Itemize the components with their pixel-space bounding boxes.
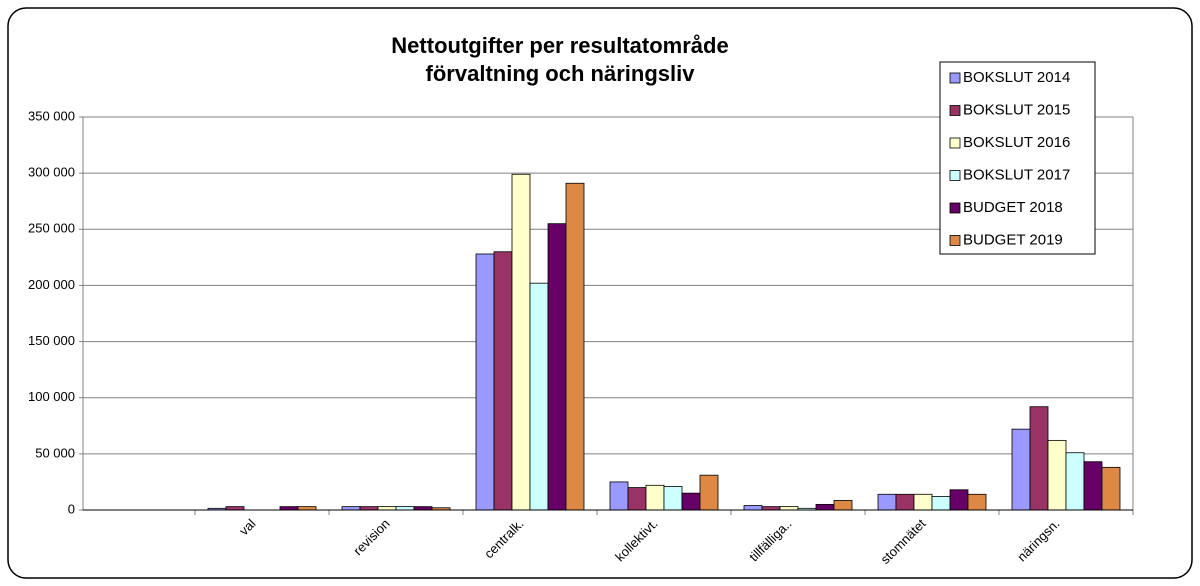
bar bbox=[395, 506, 415, 511]
legend-label: BOKSLUT 2016 bbox=[963, 134, 1070, 151]
bar bbox=[413, 506, 433, 511]
bar bbox=[761, 506, 781, 511]
bar bbox=[493, 251, 513, 511]
bar bbox=[225, 506, 245, 511]
bar bbox=[681, 492, 701, 511]
legend-swatch bbox=[949, 105, 961, 116]
bar bbox=[359, 506, 379, 511]
bar bbox=[815, 503, 835, 511]
legend-label: BUDGET 2018 bbox=[963, 199, 1063, 216]
bar bbox=[565, 182, 585, 511]
bar bbox=[609, 481, 629, 511]
legend-swatch bbox=[949, 202, 961, 214]
legend-label: BOKSLUT 2017 bbox=[963, 166, 1070, 183]
bar bbox=[913, 493, 933, 511]
y-tick-label: 0 bbox=[68, 501, 75, 516]
chart-title: Nettoutgifter per resultatområde bbox=[391, 33, 728, 58]
bar bbox=[1101, 466, 1121, 511]
bar bbox=[779, 506, 799, 511]
legend-label: BUDGET 2019 bbox=[963, 231, 1063, 248]
bar bbox=[1011, 428, 1031, 511]
legend-swatch bbox=[949, 235, 961, 246]
bar bbox=[529, 282, 549, 511]
bar bbox=[1029, 406, 1049, 511]
y-tick-label: 150 000 bbox=[28, 333, 75, 348]
bar bbox=[877, 493, 897, 511]
bar bbox=[1083, 461, 1103, 511]
bar bbox=[645, 484, 665, 511]
bar bbox=[699, 474, 719, 511]
bar bbox=[931, 496, 951, 511]
bar bbox=[511, 173, 531, 511]
bar bbox=[627, 487, 647, 511]
bar bbox=[1065, 452, 1085, 511]
bar bbox=[377, 506, 397, 511]
bar bbox=[743, 505, 763, 511]
y-tick-label: 200 000 bbox=[28, 277, 75, 292]
legend-label: BOKSLUT 2014 bbox=[963, 69, 1070, 86]
bar bbox=[833, 500, 853, 511]
y-tick-label: 250 000 bbox=[28, 221, 75, 236]
legend-box bbox=[939, 61, 1096, 255]
bar bbox=[279, 506, 299, 511]
bar bbox=[949, 489, 969, 511]
legend-swatch bbox=[949, 170, 961, 181]
bar bbox=[547, 223, 567, 511]
bar bbox=[297, 506, 317, 511]
chart-frame bbox=[7, 7, 1193, 579]
y-tick-label: 100 000 bbox=[28, 389, 75, 404]
bar bbox=[341, 506, 361, 511]
y-tick-label: 300 000 bbox=[28, 165, 75, 180]
bar bbox=[475, 253, 495, 511]
legend-swatch bbox=[949, 137, 961, 149]
y-tick-label: 350 000 bbox=[28, 108, 75, 123]
bar bbox=[663, 486, 683, 511]
chart-title: förvaltning och näringsliv bbox=[426, 61, 696, 86]
legend-label: BOKSLUT 2015 bbox=[963, 101, 1070, 118]
y-tick-label: 50 000 bbox=[35, 445, 75, 460]
bar bbox=[967, 493, 987, 511]
bar bbox=[895, 493, 915, 511]
bar bbox=[1047, 439, 1067, 511]
legend-swatch bbox=[949, 72, 961, 84]
